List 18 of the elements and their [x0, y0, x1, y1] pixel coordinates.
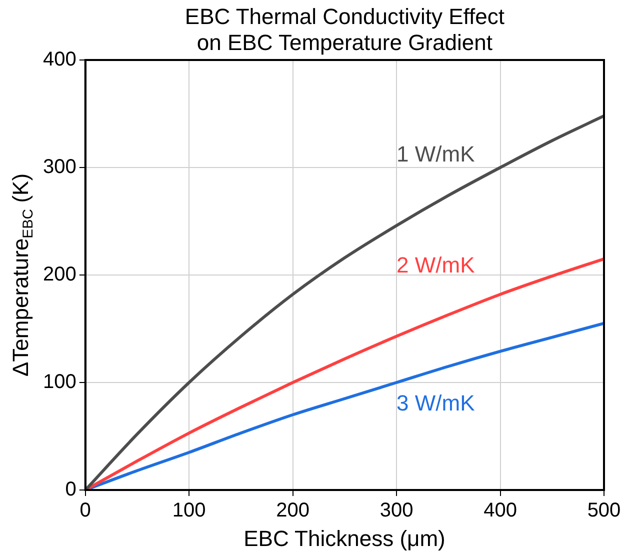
- series-label: 2 W/mK: [396, 252, 476, 278]
- y-tick-label: 400: [42, 48, 76, 71]
- y-tick-label: 100: [42, 371, 76, 394]
- x-tick-label: 500: [587, 500, 621, 522]
- chart-title: EBC Thermal Conductivity Effect on EBC Temperature Gradient: [184, 4, 504, 56]
- x-tick-label: 0: [80, 500, 91, 522]
- y-tick-label: 300: [42, 156, 76, 178]
- y-axis-title: ΔTemperatureEBC (K): [8, 173, 37, 377]
- x-axis-title: EBC Thickness (μm): [244, 526, 446, 552]
- x-tick-label: 300: [380, 500, 414, 522]
- series-label: 3 W/mK: [396, 390, 476, 416]
- y-tick-label: 200: [42, 264, 76, 286]
- x-tick-label: 200: [276, 500, 310, 522]
- x-tick-label: 100: [172, 500, 206, 522]
- series-label: 1 W/mK: [396, 142, 476, 167]
- y-tick-label: 0: [65, 478, 76, 501]
- line-series: [85, 114, 604, 490]
- x-tick-label: 400: [484, 500, 517, 522]
